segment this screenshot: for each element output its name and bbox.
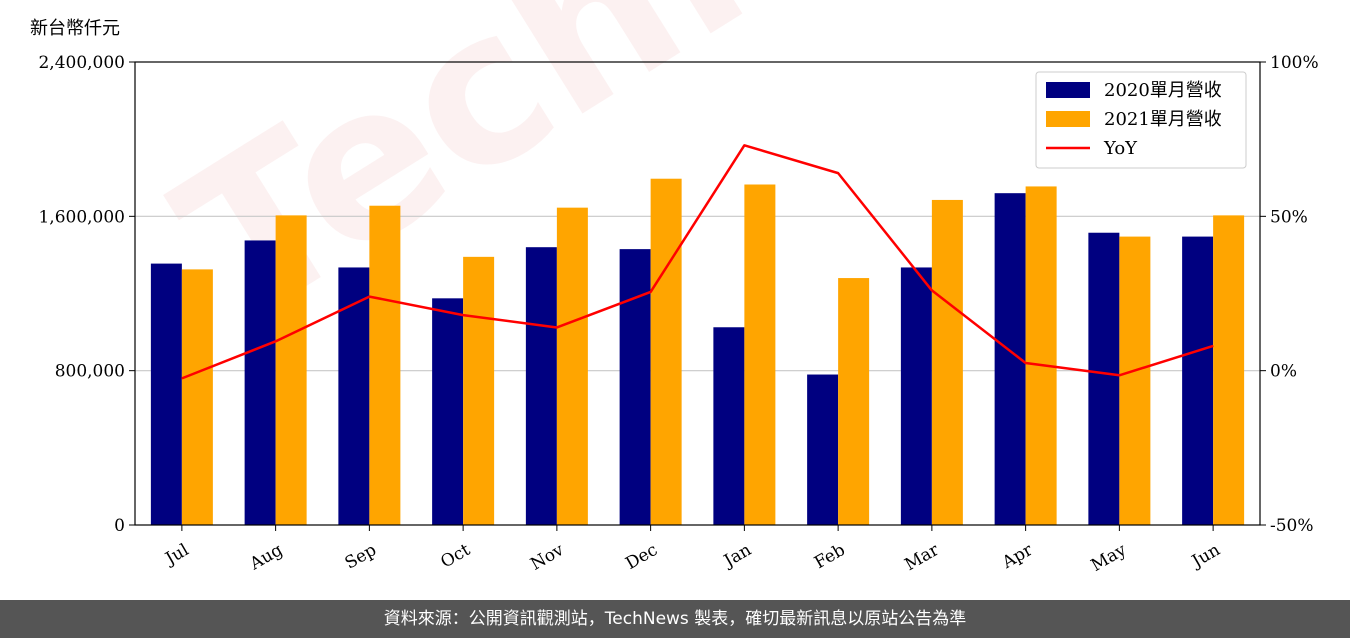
bar-2021 [650,178,682,525]
yoy-point [462,314,464,316]
x-tick-label: Feb [811,540,849,573]
right-tick-label: 0% [1270,362,1297,382]
bar-2020 [244,240,276,525]
legend-swatch [1046,82,1090,98]
yoy-point [931,289,933,291]
yoy-point [1118,374,1120,376]
bar-2020 [150,263,182,525]
bar-2021 [369,205,401,526]
yoy-line [181,144,1214,380]
yoy-point [1212,345,1214,347]
bar-2021 [931,199,963,525]
legend-swatch [1046,111,1090,127]
revenue-chart: 0 800,000 1,600,000 2,400,000 -50% 0% 50% 100% J… [38,53,1319,576]
bar-2021 [1119,236,1151,525]
bar-2021 [1025,186,1057,525]
bar-2020 [807,374,839,525]
source-footer: 資料來源：公開資訊觀測站，TechNews 製表，確切最新訊息以原站公告為準 [0,600,1350,638]
x-tick-label: Mar [901,540,943,576]
legend-label: YoY [1103,138,1138,159]
bar-2020 [525,247,557,525]
yoy-line-layer [181,144,1214,380]
x-tick-label: Jan [719,540,755,572]
left-tick-label: 800,000 [55,362,125,382]
x-tick-label: Aug [246,540,287,575]
right-tick-label: 50% [1270,207,1308,227]
yoy-point [181,377,183,379]
yoy-point [1025,362,1027,364]
bar-2021 [838,278,870,525]
bar-2020 [713,327,745,525]
legend: 2020單月營收 2021單月營收 YoY [1035,71,1247,169]
x-tick-label: Jun [1187,540,1224,573]
bar-2020 [338,267,370,525]
legend-label: 2020單月營收 [1104,80,1222,101]
bar-2020 [1182,236,1214,525]
bar-2021 [275,215,307,525]
yoy-point [556,326,558,328]
bar-2020 [619,249,651,526]
left-tick-label: 2,400,000 [38,53,125,73]
x-tick-label: May [1088,540,1131,576]
yoy-point [650,291,652,293]
x-tick-label: Nov [527,540,567,575]
legend-label: 2021單月營收 [1104,109,1222,130]
x-tick-label: Jul [161,540,193,570]
bar-2020 [1088,232,1120,525]
bar-2020 [900,267,932,525]
right-tick-label: 100% [1270,53,1319,73]
right-tick-label: -50% [1270,516,1314,536]
y-axis-unit-label: 新台幣仟元 [30,18,120,39]
plot-frame [134,61,1261,526]
x-tick-label: Sep [342,540,380,574]
bar-2021 [1213,215,1245,525]
yoy-point [743,144,745,146]
left-tick-label: 1,600,000 [38,207,125,227]
bar-2021 [181,269,213,525]
x-tick-label: Apr [998,540,1037,574]
bar-2021 [463,256,495,525]
left-tick-label: 0 [114,516,125,536]
bars [150,178,1245,526]
x-tick-label: Dec [622,540,661,574]
x-tick-label: Oct [437,540,473,573]
bar-2021 [556,207,588,525]
yoy-point [275,340,277,342]
bar-2021 [744,184,776,526]
yoy-point [837,172,839,174]
bar-2020 [432,298,464,525]
yoy-point [368,296,370,298]
